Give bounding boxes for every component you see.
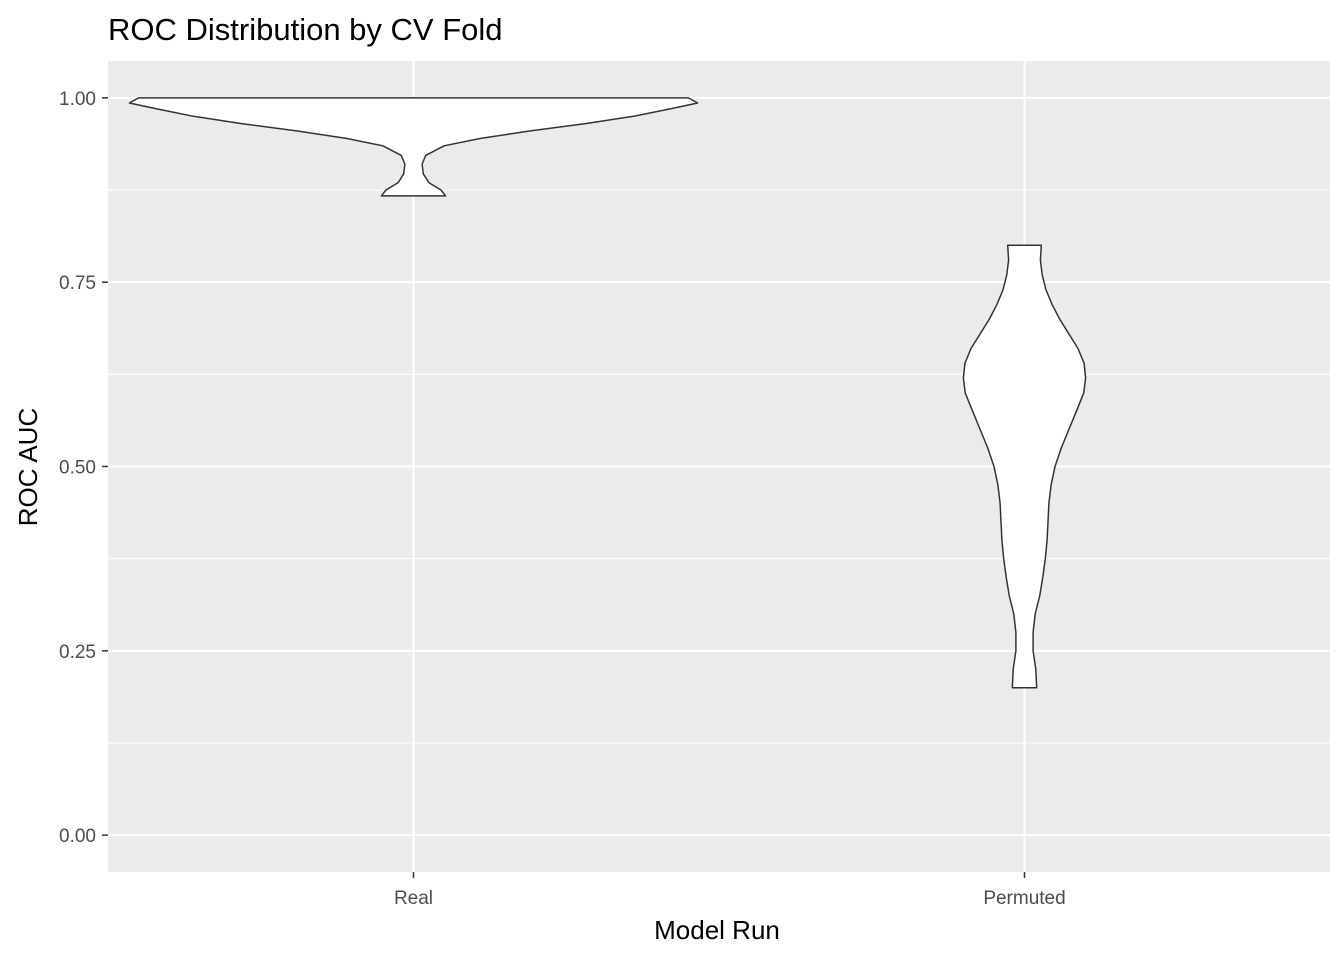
x-axis-title: Model Run bbox=[654, 915, 780, 945]
x-axis: Real Permuted bbox=[394, 872, 1066, 909]
x-tick-label: Real bbox=[394, 888, 433, 909]
chart-title: ROC Distribution by CV Fold bbox=[108, 12, 503, 47]
minor-grid bbox=[108, 189, 1330, 744]
violin-real bbox=[128, 97, 699, 197]
y-tick-label: 1.00 bbox=[59, 89, 96, 110]
y-tick-label: 0.25 bbox=[59, 642, 96, 663]
y-axis-title: ROC AUC bbox=[13, 408, 43, 526]
y-tick-label: 0.50 bbox=[59, 458, 96, 479]
x-tick-label: Permuted bbox=[983, 888, 1065, 909]
violin-permuted bbox=[962, 244, 1087, 689]
y-tick-label: 0.00 bbox=[59, 826, 96, 847]
y-axis: 0.00 0.25 0.50 0.75 1.00 bbox=[59, 89, 108, 847]
violins bbox=[128, 97, 1087, 689]
y-tick-label: 0.75 bbox=[59, 273, 96, 294]
